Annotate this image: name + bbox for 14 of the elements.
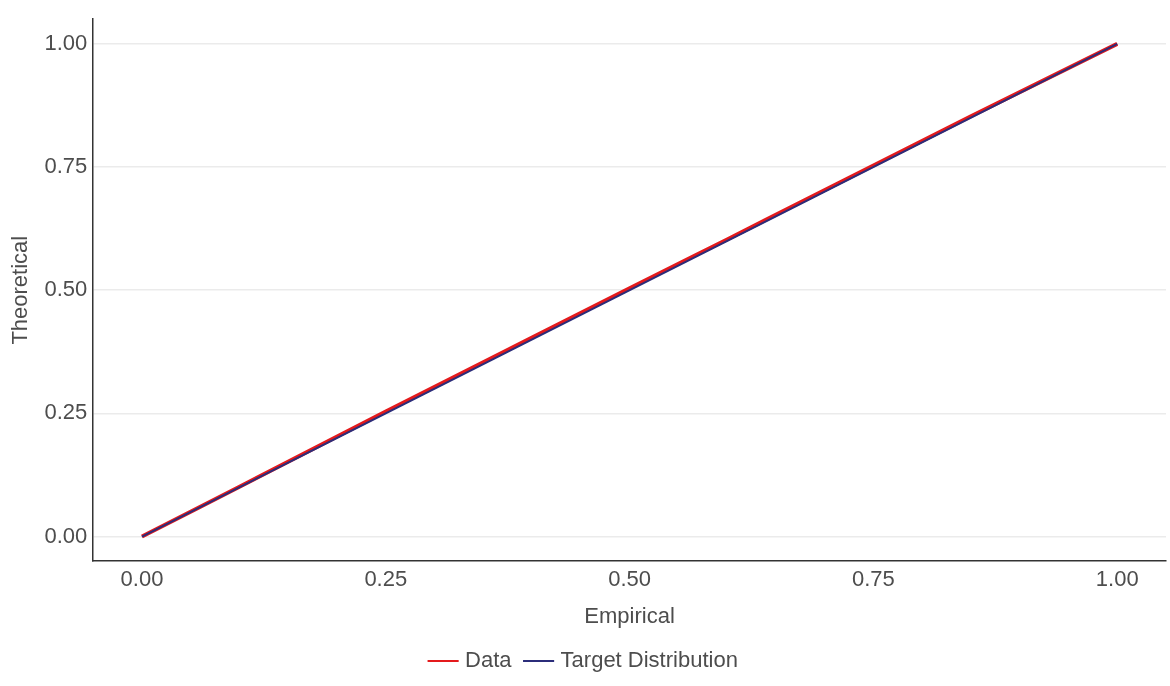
y-tick-label: 0.25 bbox=[44, 399, 88, 425]
x-tick-label: 0.00 bbox=[120, 566, 164, 592]
legend-label: Data bbox=[465, 647, 513, 673]
legend-label: Target Distribution bbox=[560, 647, 738, 673]
x-axis-title: Empirical bbox=[584, 602, 675, 628]
y-tick-label: 1.00 bbox=[44, 29, 88, 55]
x-tick-label: 0.50 bbox=[608, 566, 652, 592]
x-tick-label: 0.75 bbox=[852, 566, 895, 592]
y-axis-title: Theoretical bbox=[7, 235, 33, 345]
y-tick-label: 0.00 bbox=[44, 522, 88, 548]
y-tick-label: 0.50 bbox=[44, 276, 88, 302]
x-tick-label: 0.25 bbox=[364, 566, 408, 592]
y-tick-label: 0.75 bbox=[44, 153, 88, 179]
x-tick-label: 1.00 bbox=[1095, 566, 1139, 592]
